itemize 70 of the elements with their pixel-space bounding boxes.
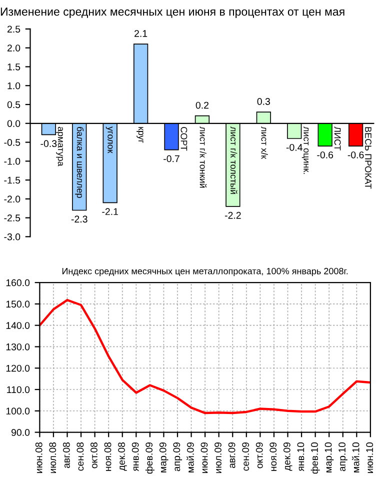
x-tick-label: июн.09 (200, 442, 208, 473)
y-tick-label: 1.5 (8, 64, 20, 70)
x-tick-label: апр.10 (338, 442, 348, 472)
y-tick-label: 150.0 (6, 300, 30, 308)
x-tick-label: уголок (106, 126, 113, 154)
x-tick-label: СОРТ (180, 126, 188, 151)
data-label: 0.2 (196, 102, 208, 109)
x-tick-label: авг.09 (228, 442, 236, 468)
x-tick-label: фев.10 (310, 442, 320, 474)
y-tick-label: 110.0 (7, 386, 30, 394)
x-tick-label: фев.09 (145, 442, 154, 474)
data-label: -0.4 (286, 144, 302, 151)
x-tick-label: арматура (56, 126, 63, 166)
y-tick-label: -1.0 (4, 158, 20, 165)
y-tick-label: 2.5 (7, 26, 20, 33)
x-tick-label: ВЕСЬ ПРОКАТ (365, 127, 372, 189)
x-tick-label: июл.08 (49, 442, 56, 474)
x-tick-label: май.09 (186, 442, 194, 472)
x-tick-label: янв.10 (297, 442, 304, 472)
x-tick-label: июн.10 (366, 442, 374, 473)
x-tick-label: ноя.08 (104, 442, 112, 471)
y-tick-label: 130.0 (6, 343, 30, 350)
y-tick-label: 0.0 (7, 120, 20, 128)
data-label: -0.3 (40, 140, 57, 148)
x-tick-label: лист г/к тонкий (200, 126, 207, 188)
data-label: -2.3 (71, 216, 88, 223)
data-label: -0.6 (317, 151, 334, 158)
x-tick-label: июн.08 (35, 442, 42, 473)
x-tick-label: лист г/к толстый (230, 126, 238, 194)
x-tick-label: ЛИСТ (334, 126, 341, 150)
chart-title: Индекс средних месячных цен металлопроката, 100% январь 2008г. (62, 268, 348, 276)
y-tick-label: 0.5 (7, 101, 20, 108)
y-tick-label: 160.0 (6, 279, 30, 286)
y-tick-label: -2.0 (4, 196, 20, 203)
data-label: 2.1 (134, 30, 148, 37)
y-tick-label: 2.0 (7, 44, 20, 52)
x-tick-label: круг (136, 127, 144, 143)
data-label: -0.7 (164, 155, 180, 162)
y-tick-label: 100.0 (6, 408, 30, 415)
chart-title: Изменение средних месячных цен июня в процентах от цен мая (0, 8, 344, 18)
x-tick-label: апр.09 (173, 442, 182, 472)
data-label: -2.2 (225, 212, 241, 219)
x-tick-label: ноя.09 (270, 442, 277, 471)
x-tick-label: балка и швеллер (75, 127, 84, 198)
data-label: -2.1 (102, 208, 118, 215)
x-tick-label: сен.09 (242, 442, 250, 471)
x-tick-label: мар.09 (159, 442, 168, 472)
y-tick-label: -3.0 (4, 233, 20, 240)
x-tick-label: лист оцинк. (302, 126, 309, 174)
y-tick-label: 140.0 (6, 322, 30, 329)
line-series (40, 298, 370, 414)
x-tick-label: лист х/к (261, 126, 268, 159)
x-tick-label: июл.09 (214, 442, 222, 474)
y-tick-label: -2.5 (4, 214, 20, 222)
data-label: 0.3 (257, 98, 270, 105)
x-tick-label: окт.09 (256, 442, 263, 468)
x-tick-label: янв.09 (132, 442, 139, 472)
y-tick-label: -0.5 (4, 139, 20, 146)
x-tick-label: дек.08 (118, 442, 127, 471)
x-tick-label: май.10 (352, 442, 360, 472)
data-label: -0.6 (348, 151, 364, 158)
x-tick-label: мар.10 (324, 442, 334, 472)
y-tick-label: 1.0 (8, 82, 20, 90)
y-tick-label: 120.0 (6, 364, 30, 372)
x-tick-label: дек.09 (283, 442, 292, 471)
y-tick-label: -1.5 (4, 176, 20, 184)
x-tick-label: сен.08 (76, 442, 84, 471)
y-tick-label: 90.0 (12, 429, 30, 436)
x-tick-label: авг.08 (62, 442, 70, 468)
x-tick-label: окт.08 (90, 442, 98, 468)
